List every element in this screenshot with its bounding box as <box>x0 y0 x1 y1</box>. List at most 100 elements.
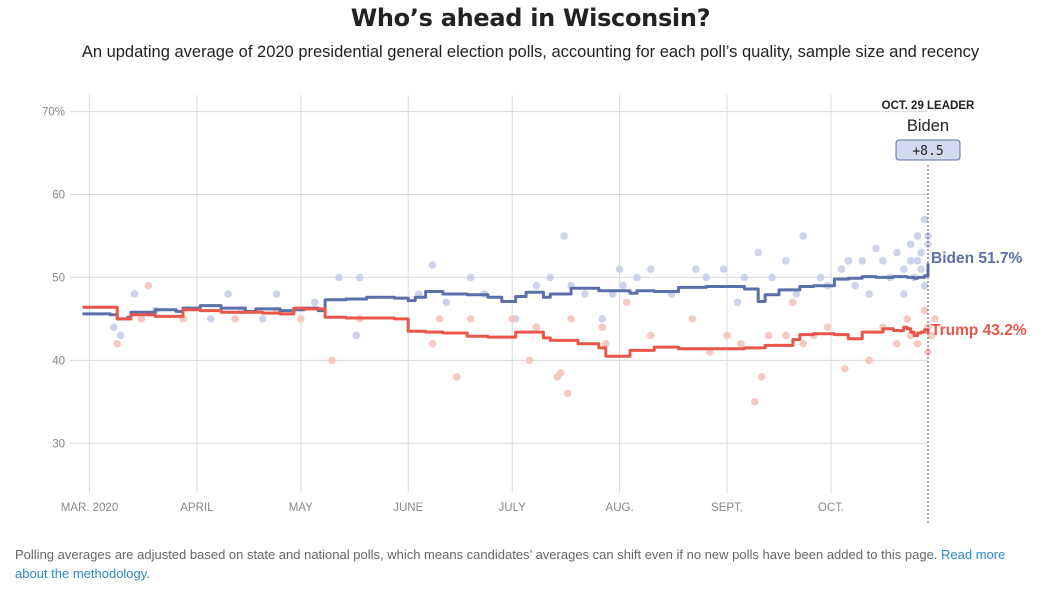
methodology-note: Polling averages are adjusted based on s… <box>15 545 1040 583</box>
biden-poll-point <box>865 290 873 298</box>
biden-poll-point <box>206 315 215 323</box>
biden-poll-point <box>782 257 790 265</box>
trump-average-line <box>82 305 930 358</box>
x-tick-label: OCT. <box>818 502 844 514</box>
biden-poll-point <box>872 244 880 253</box>
biden-poll-point <box>920 281 929 290</box>
chart-title: Who’s ahead in Wisconsin? <box>350 4 711 32</box>
y-tick-label: 60 <box>52 190 65 202</box>
trump-poll-point <box>452 373 461 381</box>
biden-poll-point <box>906 240 915 249</box>
biden-poll-point <box>920 215 929 224</box>
methodology-note-end: . <box>146 566 150 581</box>
x-tick-label: AUG. <box>606 502 634 514</box>
biden-poll-point <box>466 273 475 282</box>
methodology-note-text: Polling averages are adjusted based on s… <box>15 547 942 562</box>
biden-poll-point <box>913 257 922 265</box>
biden-poll-point <box>899 265 908 273</box>
biden-average-line <box>82 263 930 321</box>
trump-poll-point <box>823 323 832 331</box>
trump-poll-point <box>757 373 766 381</box>
trump-poll-point <box>567 315 575 323</box>
trump-poll-point <box>903 315 912 323</box>
biden-poll-point <box>906 257 915 265</box>
biden-poll-point <box>428 261 437 269</box>
leader-margin-value: +8.5 <box>912 144 943 159</box>
trump-poll-point <box>646 331 655 340</box>
x-tick-label: JULY <box>499 502 527 514</box>
trump-poll-point <box>924 348 932 356</box>
biden-poll-point <box>581 290 589 298</box>
biden-poll-point <box>546 273 555 282</box>
biden-poll-point <box>879 257 887 265</box>
trump-poll-point <box>466 315 475 323</box>
trump-poll-point <box>525 356 534 365</box>
biden-poll-point <box>740 273 749 282</box>
trump-poll-point <box>508 315 516 323</box>
biden-poll-point <box>615 265 624 273</box>
biden-poll-point <box>646 265 655 273</box>
biden-poll-point <box>816 273 825 282</box>
trump-poll-point <box>556 368 565 377</box>
biden-poll-point <box>702 273 711 282</box>
biden-poll-point <box>768 273 776 282</box>
trump-end-label: Trump 43.2% <box>931 322 1027 339</box>
trump-poll-point <box>231 315 239 323</box>
trump-poll-point <box>764 331 773 340</box>
biden-poll-point <box>851 281 860 290</box>
trump-poll-point <box>113 339 121 348</box>
trump-poll-point <box>865 356 873 365</box>
y-tick-label: 70% <box>42 107 65 119</box>
trump-poll-point <box>789 298 797 307</box>
x-tick-label: MAY <box>289 502 313 514</box>
leader-box-heading: OCT. 29 LEADER <box>882 100 975 112</box>
trump-poll-point <box>737 339 745 348</box>
leader-margin-badge <box>895 139 961 161</box>
trump-poll-point <box>435 315 444 323</box>
biden-poll-point <box>598 315 607 323</box>
biden-poll-point <box>719 265 728 273</box>
biden-poll-point <box>532 281 541 290</box>
biden-poll-point <box>258 315 267 323</box>
leader-box-name: Biden <box>907 117 949 135</box>
biden-poll-point <box>917 248 925 257</box>
biden-poll-point <box>792 290 801 298</box>
x-tick-label: MAR. 2020 <box>61 502 119 514</box>
trump-poll-point <box>598 323 607 331</box>
trump-poll-point <box>688 315 697 323</box>
biden-poll-point <box>355 273 364 282</box>
biden-poll-point <box>733 298 742 307</box>
biden-poll-point <box>310 298 319 307</box>
trump-poll-point <box>297 315 305 323</box>
trump-poll-point <box>920 306 929 315</box>
biden-poll-point <box>560 232 568 240</box>
trump-poll-point <box>144 281 153 290</box>
biden-poll-point <box>224 290 232 298</box>
biden-poll-point <box>917 265 925 273</box>
trump-poll-point <box>622 298 631 307</box>
trump-poll-point <box>799 339 808 348</box>
trump-poll-point <box>328 356 336 365</box>
polling-average-chart: 30 40 50 60 70% MAR. 2020 APRIL MAY JUNE JULY AUG.… <box>42 95 1027 523</box>
trump-poll-point <box>723 331 731 340</box>
trump-poll-point <box>931 315 939 323</box>
biden-poll-point <box>272 290 281 298</box>
biden-poll-point <box>844 257 853 265</box>
biden-poll-point <box>633 273 641 282</box>
biden-poll-point <box>130 290 139 298</box>
biden-poll-point <box>893 248 901 257</box>
biden-poll-point <box>837 265 846 273</box>
methodology-link[interactable]: Read more about the methodology <box>15 547 1006 581</box>
biden-poll-point <box>335 273 343 282</box>
biden-end-label: Biden 51.7% <box>931 250 1023 267</box>
trump-poll-point <box>137 315 146 323</box>
trump-poll-point <box>532 323 541 331</box>
trump-poll-point <box>601 339 610 348</box>
biden-poll-point <box>619 281 627 290</box>
biden-poll-point <box>116 331 125 340</box>
trump-poll-point <box>893 339 901 348</box>
average-lines <box>82 263 930 358</box>
biden-poll-point <box>899 290 908 298</box>
trump-poll-point <box>841 364 849 373</box>
biden-poll-point <box>754 248 763 257</box>
